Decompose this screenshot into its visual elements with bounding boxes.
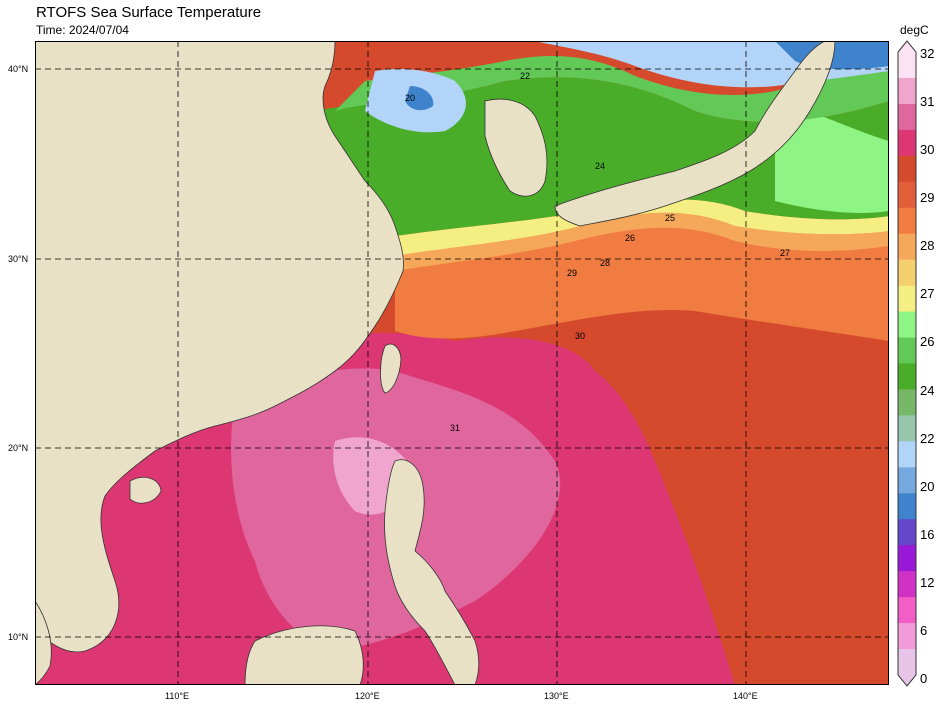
colorbar-tick-label: 24 xyxy=(920,382,935,398)
colorbar-tick-label: 27 xyxy=(920,286,935,302)
bohai-16 xyxy=(405,86,434,111)
lon-label: 120°E xyxy=(355,691,380,701)
colorbar-tick-label: 28 xyxy=(920,238,935,254)
cool-25 xyxy=(775,101,889,213)
colorbar-tick-label: 30 xyxy=(920,142,935,158)
contour-label: 27 xyxy=(780,248,790,258)
colorbar-band xyxy=(898,519,916,546)
colorbar-tick-label: 29 xyxy=(920,190,935,206)
colorbar-band xyxy=(898,363,916,390)
colorbar-outline xyxy=(897,40,917,687)
map-title: RTOFS Sea Surface Temperature xyxy=(36,4,262,21)
colorbar-band xyxy=(898,77,916,105)
colorbar-tick-label: 6 xyxy=(920,622,928,638)
contour-label: 20 xyxy=(405,93,415,103)
contour-labels: 20 22 24 25 26 27 28 29 30 31 xyxy=(405,71,790,433)
colorbar-tick-label: 26 xyxy=(920,334,935,350)
colorbar-extend-max xyxy=(898,41,916,52)
contour-label: 31 xyxy=(450,423,460,433)
contour-label: 30 xyxy=(575,331,585,341)
colorbar-tick-label: 22 xyxy=(920,430,935,446)
map-frame xyxy=(35,41,889,685)
land-borneo xyxy=(244,625,364,685)
graticule xyxy=(35,41,889,685)
land-taiwan xyxy=(380,343,402,394)
colorbar-band xyxy=(898,337,916,364)
lon-label: 130°E xyxy=(544,691,569,701)
land-japan xyxy=(554,41,836,227)
contour-label: 25 xyxy=(665,213,675,223)
colorbar-band xyxy=(898,155,916,183)
colorbar-tick-label: 12 xyxy=(920,574,935,590)
colorbar-band xyxy=(898,649,916,676)
colorbar-unit: degC xyxy=(900,23,929,37)
colorbar-band xyxy=(898,233,916,261)
sst-map: 20 22 24 25 26 27 28 29 30 31 xyxy=(35,41,889,685)
colorbar-band xyxy=(898,597,916,624)
colorbar-tick-label: 31 xyxy=(920,94,935,110)
contour-label: 22 xyxy=(520,71,530,81)
land-korea xyxy=(484,98,548,197)
colorbar-band xyxy=(898,181,916,209)
colorbar-band xyxy=(898,493,916,520)
lat-label: 30°N xyxy=(8,254,29,264)
colorbar-tick-label: 16 xyxy=(920,526,935,542)
colorbar-band xyxy=(898,467,916,494)
land-indochina-south xyxy=(35,600,52,685)
colorbar-band xyxy=(898,103,916,131)
colorbar-band xyxy=(898,285,916,313)
lon-label: 110°E xyxy=(165,691,189,701)
land-hainan xyxy=(129,477,162,504)
colorbar-band xyxy=(898,389,916,416)
land-philippines xyxy=(384,459,480,685)
colorbar-band xyxy=(898,441,916,468)
colorbar-tick-label: 20 xyxy=(920,478,935,494)
colorbar-band xyxy=(898,129,916,157)
colorbar-band xyxy=(898,259,916,287)
cool-22 xyxy=(335,56,889,122)
lon-label: 140°E xyxy=(733,691,758,701)
colorbar-band xyxy=(898,207,916,235)
lat-label: 10°N xyxy=(8,632,29,642)
colorbar-band xyxy=(898,545,916,572)
contour-label: 29 xyxy=(567,268,577,278)
colorbar-band xyxy=(898,52,916,79)
colorbar-band xyxy=(898,415,916,442)
colorbar-band xyxy=(898,571,916,598)
map-time: Time: 2024/07/04 xyxy=(36,23,129,37)
lat-label: 40°N xyxy=(8,64,29,74)
colorbar-bands xyxy=(898,41,916,686)
contour-label: 28 xyxy=(600,258,610,268)
colorbar-band xyxy=(898,311,916,339)
front-27 xyxy=(395,212,889,271)
colorbar xyxy=(897,40,917,687)
colorbar-extend-min xyxy=(898,675,916,686)
contour-label: 26 xyxy=(625,233,635,243)
land-china xyxy=(35,41,404,653)
contour-label: 24 xyxy=(595,161,605,171)
colorbar-tick-label: 32 xyxy=(920,46,935,61)
lat-label: 20°N xyxy=(8,443,29,453)
colorbar-band xyxy=(898,623,916,650)
colorbar-tick-label: 0 xyxy=(920,671,928,686)
